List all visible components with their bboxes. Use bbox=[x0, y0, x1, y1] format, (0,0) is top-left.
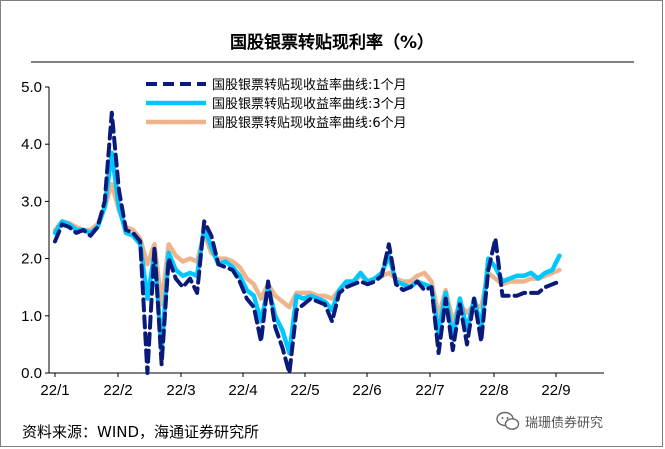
y-tick-label: 1.0 bbox=[21, 308, 42, 325]
legend-label: 国股银票转贴现收益率曲线:6个月 bbox=[212, 115, 407, 131]
x-axis: 22/1 22/2 22/3 22/4 22/5 22/6 22/7 22/8 22/9 bbox=[40, 372, 604, 399]
watermark: 瑞珊债券研究 bbox=[496, 410, 603, 432]
y-tick-label: 4.0 bbox=[21, 136, 42, 153]
x-tick-label: 22/6 bbox=[352, 382, 381, 399]
x-tick-label: 22/9 bbox=[541, 382, 570, 399]
y-axis: 0.0 1.0 2.0 3.0 4.0 5.0 bbox=[21, 79, 50, 382]
legend-label: 国股银票转贴现收益率曲线:3个月 bbox=[212, 96, 407, 112]
series-lines bbox=[52, 110, 562, 375]
series-1m-line bbox=[53, 110, 562, 375]
legend-label: 国股银票转贴现收益率曲线:1个月 bbox=[212, 77, 407, 93]
x-tick-label: 22/4 bbox=[228, 382, 257, 399]
wechat-icon bbox=[496, 411, 520, 430]
watermark-text: 瑞珊债券研究 bbox=[525, 415, 604, 431]
x-tick-label: 22/2 bbox=[103, 382, 132, 399]
x-tick-label: 22/8 bbox=[479, 382, 508, 399]
x-tick-label: 22/5 bbox=[290, 382, 319, 399]
y-tick-label: 3.0 bbox=[21, 193, 42, 210]
chart-title: 国股银票转贴现利率（%） bbox=[230, 32, 434, 53]
y-tick-label: 0.0 bbox=[21, 365, 42, 382]
legend: 国股银票转贴现收益率曲线:1个月国股银票转贴现收益率曲线:3个月国股银票转贴现收… bbox=[146, 77, 407, 131]
x-tick-label: 22/3 bbox=[166, 382, 195, 399]
source-note: 资料来源：WIND，海通证券研究所 bbox=[22, 423, 260, 441]
x-tick-label: 22/7 bbox=[415, 382, 444, 399]
y-tick-label: 5.0 bbox=[21, 79, 42, 96]
x-tick-label: 22/1 bbox=[40, 382, 69, 399]
y-tick-label: 2.0 bbox=[21, 251, 42, 268]
